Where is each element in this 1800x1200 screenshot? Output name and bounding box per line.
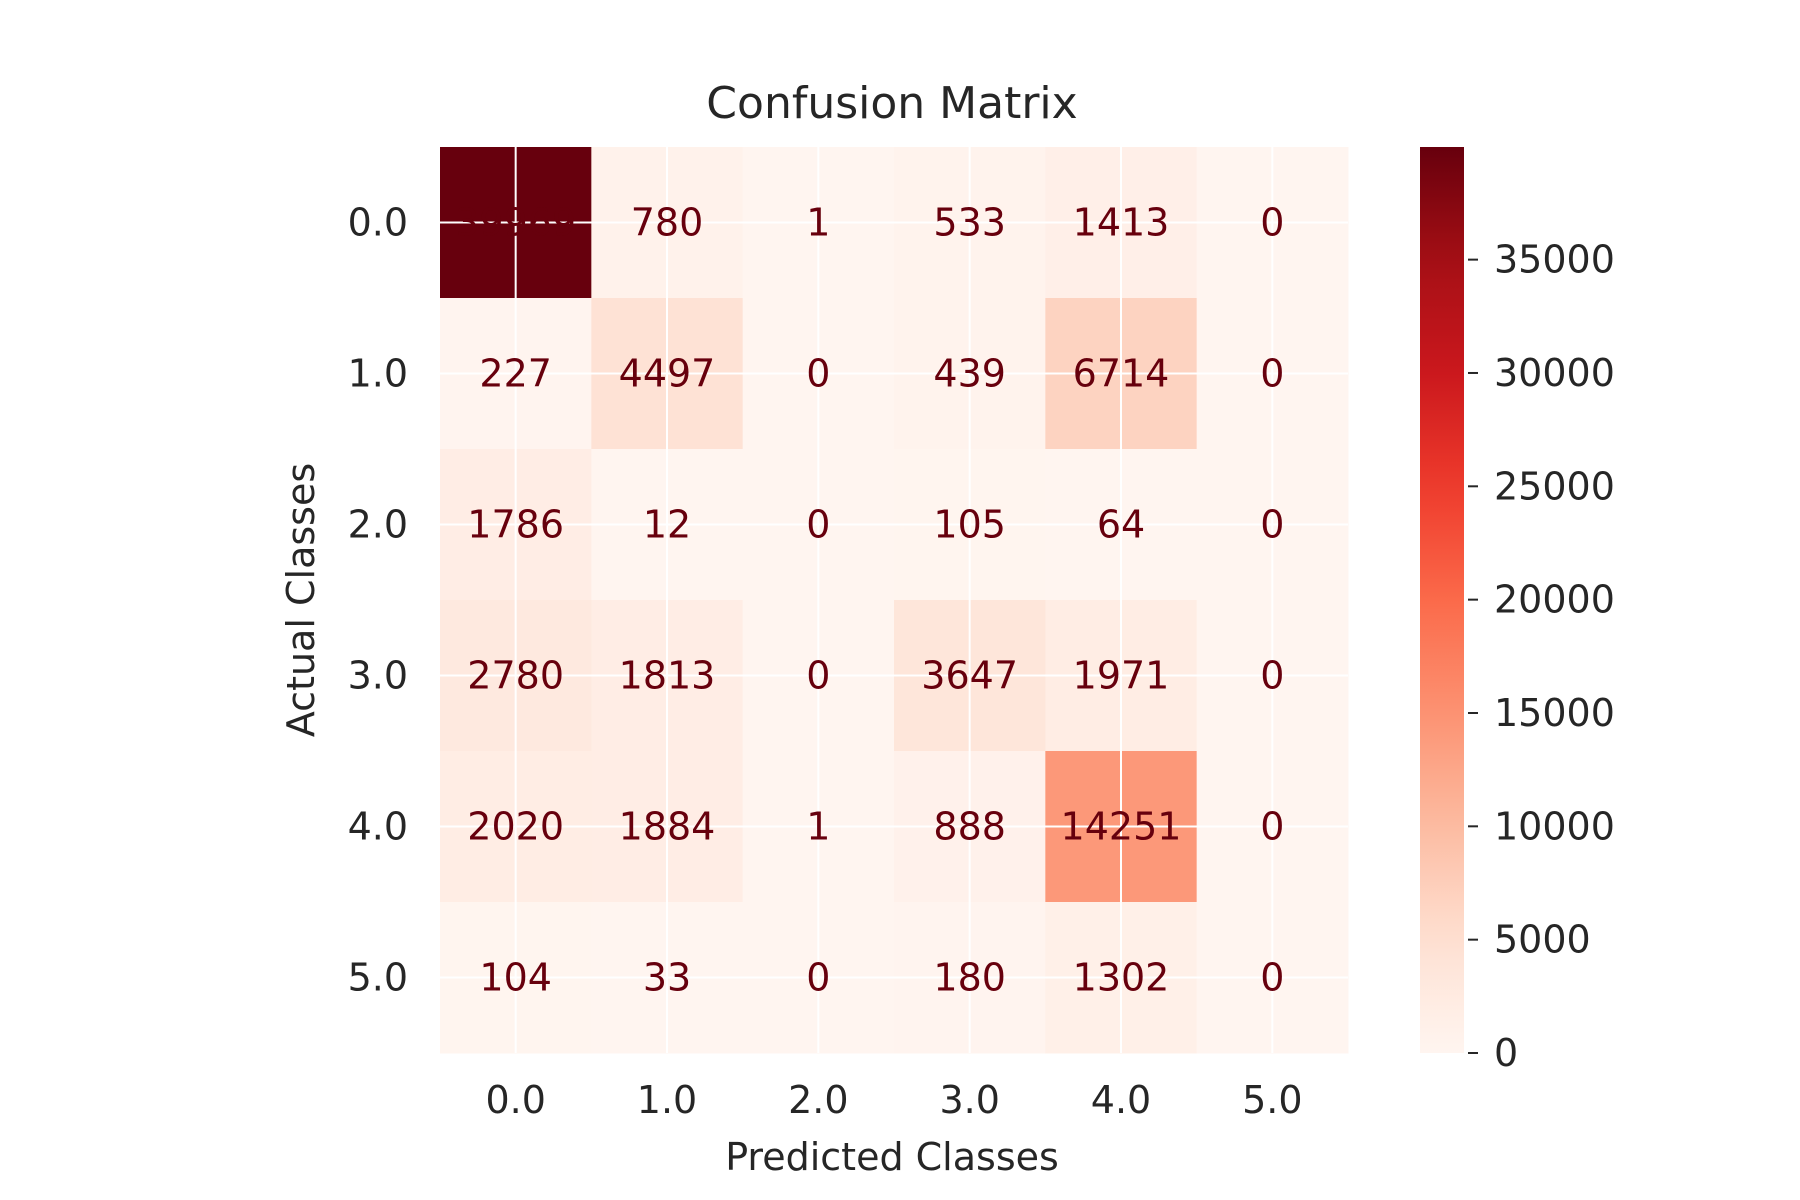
y-tick-label-2: 2.0 xyxy=(348,503,408,547)
colorbar: 0 5000 10000 15000 20000 25000 30000 35000 xyxy=(1420,147,1615,1075)
y-tick-label-3: 3.0 xyxy=(348,654,408,698)
x-axis-label: Predicted Classes xyxy=(725,1135,1059,1179)
colorbar-tick-label-1: 5000 xyxy=(1494,918,1591,962)
chart-title: Confusion Matrix xyxy=(706,78,1077,129)
cell-value-r3-c2: 0 xyxy=(806,654,830,698)
cell-value-r5-c5: 0 xyxy=(1260,956,1284,1000)
x-tick-label-4: 4.0 xyxy=(1091,1078,1151,1122)
cell-value-r1-c5: 0 xyxy=(1260,352,1284,396)
colorbar-tick-label-7: 35000 xyxy=(1494,238,1615,282)
cell-value-r1-c2: 0 xyxy=(806,352,830,396)
cell-value-r4-c5: 0 xyxy=(1260,805,1284,849)
cell-value-r2-c1: 12 xyxy=(643,503,691,547)
cell-value-r3-c3: 3647 xyxy=(921,654,1018,698)
cell-value-r0-c0: 39969 xyxy=(455,201,576,245)
cell-value-r2-c0: 1786 xyxy=(467,503,564,547)
cell-value-r0-c4: 1413 xyxy=(1073,201,1170,245)
y-tick-labels: 0.0 1.0 2.0 3.0 4.0 5.0 xyxy=(348,201,408,1000)
cell-value-r5-c3: 180 xyxy=(933,956,1006,1000)
colorbar-gradient xyxy=(1420,147,1464,1053)
x-tick-label-5: 5.0 xyxy=(1242,1078,1302,1122)
cell-value-r3-c5: 0 xyxy=(1260,654,1284,698)
y-tick-label-1: 1.0 xyxy=(348,352,408,396)
cell-value-r5-c1: 33 xyxy=(643,956,691,1000)
cell-value-r3-c4: 1971 xyxy=(1073,654,1170,698)
x-tick-label-0: 0.0 xyxy=(485,1078,545,1122)
cell-value-r1-c3: 439 xyxy=(933,352,1006,396)
x-tick-labels: 0.0 1.0 2.0 3.0 4.0 5.0 xyxy=(485,1078,1302,1122)
colorbar-tick-label-5: 25000 xyxy=(1494,464,1615,508)
cell-value-r0-c1: 780 xyxy=(631,201,704,245)
colorbar-tick-label-4: 20000 xyxy=(1494,578,1615,622)
cell-value-r4-c4: 14251 xyxy=(1061,805,1182,849)
cell-value-r4-c0: 2020 xyxy=(467,805,564,849)
y-axis-label: Actual Classes xyxy=(279,463,323,737)
colorbar-tick-label-3: 15000 xyxy=(1494,691,1615,735)
cell-value-r5-c0: 104 xyxy=(479,956,552,1000)
cell-value-r2-c5: 0 xyxy=(1260,503,1284,547)
cell-value-r0-c5: 0 xyxy=(1260,201,1284,245)
cell-value-r5-c4: 1302 xyxy=(1073,956,1170,1000)
cell-value-r1-c0: 227 xyxy=(479,352,552,396)
colorbar-tick-label-0: 0 xyxy=(1494,1031,1518,1075)
grid-lines xyxy=(440,147,1348,1053)
cell-value-r4-c3: 888 xyxy=(933,805,1006,849)
y-tick-label-4: 4.0 xyxy=(348,805,408,849)
cell-value-r3-c0: 2780 xyxy=(467,654,564,698)
y-tick-label-0: 0.0 xyxy=(348,201,408,245)
cell-value-r2-c4: 64 xyxy=(1097,503,1145,547)
cell-value-r4-c2: 1 xyxy=(806,805,830,849)
cell-value-r2-c3: 105 xyxy=(933,503,1006,547)
cell-value-r2-c2: 0 xyxy=(806,503,830,547)
x-tick-label-3: 3.0 xyxy=(939,1078,999,1122)
cell-value-r0-c2: 1 xyxy=(806,201,830,245)
cell-value-r0-c3: 533 xyxy=(933,201,1006,245)
heatmap-cells xyxy=(440,147,1349,1054)
y-tick-label-5: 5.0 xyxy=(348,956,408,1000)
x-tick-label-2: 2.0 xyxy=(788,1078,848,1122)
cell-value-r1-c1: 4497 xyxy=(619,352,716,396)
x-tick-label-1: 1.0 xyxy=(637,1078,697,1122)
cell-value-r4-c1: 1884 xyxy=(619,805,716,849)
cell-value-r5-c2: 0 xyxy=(806,956,830,1000)
colorbar-tick-label-6: 30000 xyxy=(1494,351,1615,395)
cell-value-r3-c1: 1813 xyxy=(619,654,716,698)
cell-value-r1-c4: 6714 xyxy=(1073,352,1170,396)
colorbar-tick-label-2: 10000 xyxy=(1494,804,1615,848)
